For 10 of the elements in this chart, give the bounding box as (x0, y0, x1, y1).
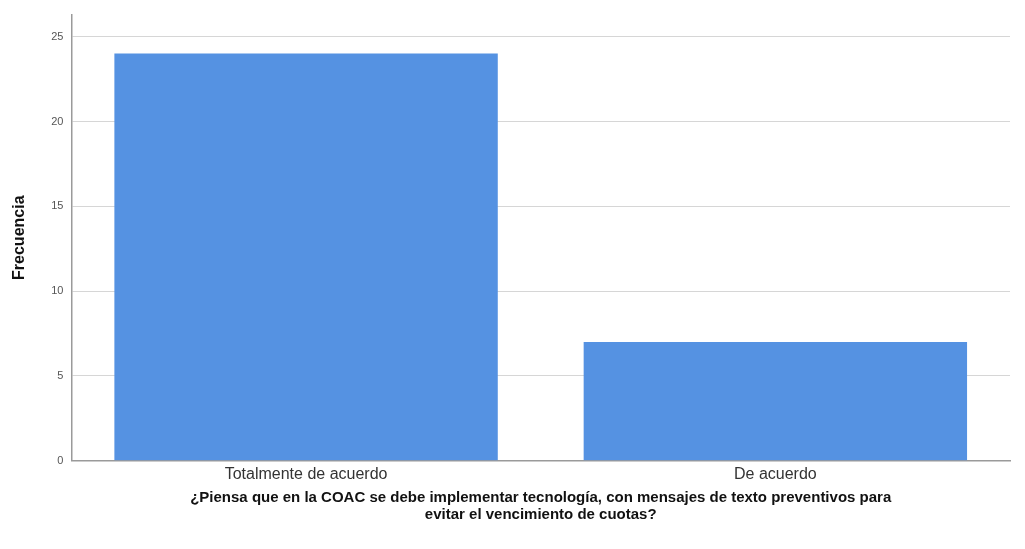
y-tick-label: 0 (57, 453, 64, 466)
y-tick-label: 15 (51, 199, 64, 212)
y-tick-label: 10 (51, 284, 64, 297)
y-tick-label: 20 (51, 114, 64, 127)
y-tick-label: 25 (51, 29, 64, 42)
x-axis-title: ¿Piensa que en la COAC se debe implementar tecnología, con mensajes de texto preventivos para evitar el vencimiento de cuotas? (190, 488, 892, 522)
y-axis-title: Frecuencia (10, 195, 28, 280)
x-tick-label: De acuerdo (734, 464, 817, 482)
y-tick-label: 5 (57, 369, 64, 381)
x-tick-label: Totalmente de acuerdo (224, 464, 388, 482)
